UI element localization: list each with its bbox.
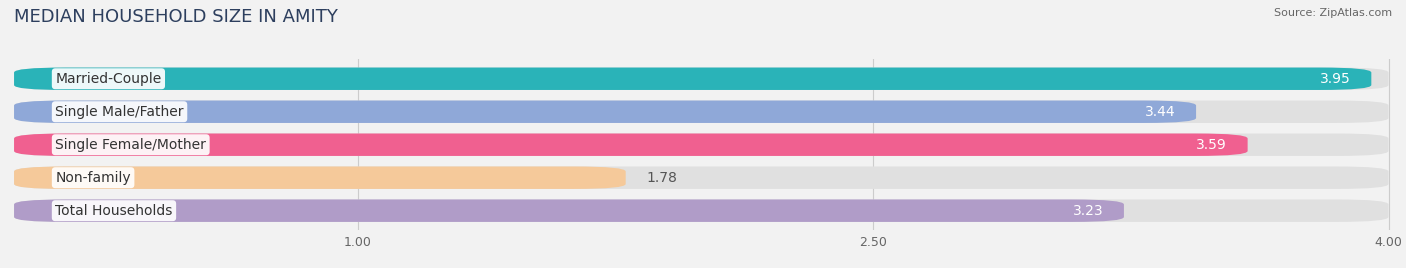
FancyBboxPatch shape (14, 166, 1389, 189)
FancyBboxPatch shape (14, 133, 1389, 156)
FancyBboxPatch shape (14, 199, 1123, 222)
Text: MEDIAN HOUSEHOLD SIZE IN AMITY: MEDIAN HOUSEHOLD SIZE IN AMITY (14, 8, 337, 26)
FancyBboxPatch shape (14, 166, 626, 189)
Text: 3.23: 3.23 (1073, 204, 1104, 218)
Text: Married-Couple: Married-Couple (55, 72, 162, 86)
Text: 1.78: 1.78 (647, 171, 678, 185)
Text: Non-family: Non-family (55, 171, 131, 185)
Text: Total Households: Total Households (55, 204, 173, 218)
FancyBboxPatch shape (14, 199, 1389, 222)
Text: Single Male/Father: Single Male/Father (55, 105, 184, 119)
FancyBboxPatch shape (14, 133, 1247, 156)
Text: Single Female/Mother: Single Female/Mother (55, 138, 207, 152)
Text: 3.44: 3.44 (1144, 105, 1175, 119)
FancyBboxPatch shape (14, 100, 1197, 123)
FancyBboxPatch shape (14, 68, 1389, 90)
Text: 3.95: 3.95 (1320, 72, 1351, 86)
Text: 3.59: 3.59 (1197, 138, 1227, 152)
FancyBboxPatch shape (14, 100, 1389, 123)
FancyBboxPatch shape (14, 68, 1371, 90)
Text: Source: ZipAtlas.com: Source: ZipAtlas.com (1274, 8, 1392, 18)
